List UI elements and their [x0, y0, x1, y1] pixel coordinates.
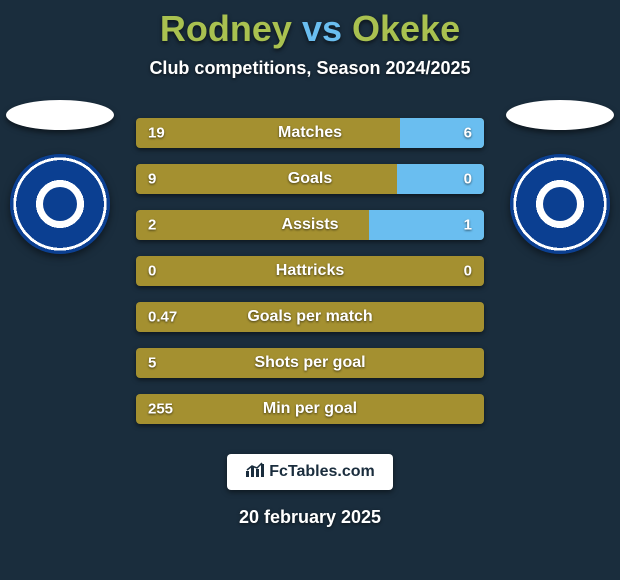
stat-value-right: 6: [464, 125, 472, 142]
player2-flag: [506, 100, 614, 130]
stat-label: Goals: [288, 170, 332, 188]
brand-text: FcTables.com: [269, 463, 375, 481]
stat-label: Matches: [278, 124, 342, 142]
stat-label: Goals per match: [247, 308, 372, 326]
player2-name: Okeke: [352, 8, 460, 49]
brand-logo: FcTables.com: [227, 454, 393, 490]
stat-value-left: 2: [148, 217, 156, 234]
right-column: [500, 100, 620, 254]
date-label: 20 february 2025: [0, 507, 620, 528]
stat-bar: 9 Goals 0: [136, 164, 484, 194]
chart-icon: [245, 462, 265, 483]
stats-bars: 19 Matches 6 9 Goals 0 2 Assists 1 0 Hattricks 0 0.4…: [136, 118, 484, 424]
stat-value-left: 19: [148, 125, 165, 142]
player2-club-badge: [510, 154, 610, 254]
stat-label: Min per goal: [263, 400, 357, 418]
stat-bar: 0 Hattricks 0: [136, 256, 484, 286]
page-title: Rodney vs Okeke: [0, 0, 620, 50]
stat-value-left: 5: [148, 355, 156, 372]
stat-bar: 5 Shots per goal: [136, 348, 484, 378]
player1-club-badge: [10, 154, 110, 254]
stat-value-right: 0: [464, 171, 472, 188]
stat-label: Assists: [282, 216, 339, 234]
stat-value-left: 9: [148, 171, 156, 188]
stat-bar: 19 Matches 6: [136, 118, 484, 148]
stat-value-left: 0: [148, 263, 156, 280]
stat-value-left: 0.47: [148, 309, 177, 326]
subtitle: Club competitions, Season 2024/2025: [0, 58, 620, 79]
stat-bar: 0.47 Goals per match: [136, 302, 484, 332]
stat-value-left: 255: [148, 401, 173, 418]
stat-value-right: 0: [464, 263, 472, 280]
stat-bar: 255 Min per goal: [136, 394, 484, 424]
stat-value-right: 1: [464, 217, 472, 234]
stat-label: Shots per goal: [254, 354, 365, 372]
player1-name: Rodney: [160, 8, 292, 49]
left-column: [0, 100, 120, 254]
player1-flag: [6, 100, 114, 130]
stat-bar: 2 Assists 1: [136, 210, 484, 240]
vs-label: vs: [302, 8, 342, 49]
stat-label: Hattricks: [276, 262, 344, 280]
